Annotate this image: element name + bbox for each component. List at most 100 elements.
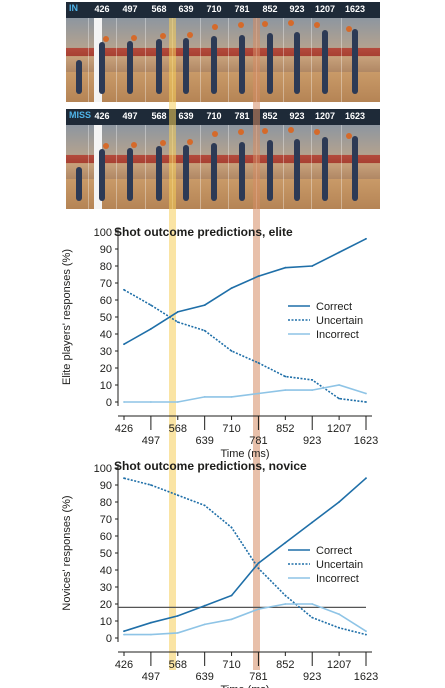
data-point-correct [365,237,367,240]
frame-time-781: 781 [234,111,250,121]
y-tick-label: 70 [100,278,112,290]
data-point-correct [311,265,314,267]
data-point-incorrect [176,401,179,403]
data-point-incorrect [338,384,341,386]
player-figure [99,149,105,201]
data-point-correct [311,521,314,524]
y-tick-label: 60 [100,295,112,307]
player-figure [294,138,300,201]
frame-time-923: 923 [289,111,305,121]
player-figure [239,141,245,201]
player-figure [267,140,273,201]
data-point-uncertain [123,288,125,291]
x-tick-label: 710 [222,423,240,435]
x-tick-label: 923 [303,671,321,683]
frame-time-639: 639 [178,111,194,121]
player-figure [127,40,133,94]
player-figure [76,167,82,201]
elite-chart: 0 10 20 30 40 50 60 70 80 90 100 426 497 568 639 710 781… [61,225,378,460]
data-point-incorrect [257,608,260,610]
basketball [346,26,352,32]
data-point-incorrect [311,389,314,391]
data-point-uncertain [203,504,206,507]
data-point-incorrect [149,401,152,403]
player-figure [294,31,300,94]
x-tick-label: 639 [195,671,213,683]
basketball [212,24,218,30]
y-axis-label: Novices' responses (%) [61,495,73,610]
x-tick-label: 852 [276,659,294,671]
data-point-correct [123,630,125,633]
player-figure [183,144,189,201]
y-tick-label: 100 [94,227,112,239]
legend-label-uncertain: Uncertain [316,315,363,327]
player-figure [183,37,189,94]
chart-title: Shot outcome predictions, novice [114,459,307,473]
data-point-correct [230,287,233,289]
frame-time-852: 852 [262,4,278,14]
data-point-incorrect [203,396,206,398]
basketball [262,21,268,27]
data-point-uncertain [338,397,341,400]
data-point-uncertain [123,477,125,480]
strip-header-bar: MISS 426 497 568 639 710 781 852 923 1207 1623 [66,109,380,125]
player-figure [239,34,245,94]
y-tick-label: 40 [100,565,112,577]
data-point-uncertain [365,401,367,403]
frame-time-710: 710 [206,111,222,121]
frame-time-852: 852 [262,111,278,121]
data-point-correct [257,562,260,565]
y-tick-label: 80 [100,497,112,509]
legend-label-correct: Correct [316,545,352,557]
data-point-correct [203,604,206,607]
frame-time-1207: 1207 [314,4,336,14]
y-tick-label: 60 [100,531,112,543]
x-tick-label: 1623 [354,435,378,447]
data-point-incorrect [257,392,260,395]
frame-separator [341,18,342,102]
y-tick-label: 40 [100,329,112,341]
x-tick-label: 426 [115,659,133,671]
player-figure [267,33,273,94]
y-tick-label: 70 [100,514,112,526]
data-point-incorrect [338,613,341,616]
frame-separator [311,18,312,102]
data-point-incorrect [230,396,233,398]
y-tick-label: 10 [100,616,112,628]
data-point-correct [284,541,287,544]
frame-separator [283,18,284,102]
basketball [288,127,294,133]
data-point-uncertain [149,484,152,486]
data-point-incorrect [176,632,179,634]
frame-time-497: 497 [122,111,138,121]
basketball [262,128,268,134]
basketball [187,31,193,38]
player-figure [211,36,217,94]
basketball [131,34,137,41]
series-line-uncertain [123,289,367,403]
player-figure [99,42,105,94]
y-tick-label: 90 [100,480,112,492]
data-point-uncertain [284,375,287,378]
film-strip-in: IN 426 497 568 639 710 781 852 923 1207 1623 [66,2,380,102]
frame-time-568: 568 [151,111,167,121]
data-point-uncertain [257,567,260,570]
data-point-uncertain [338,626,341,629]
frame-time-923: 923 [289,4,305,14]
frame-time-497: 497 [122,4,138,14]
basketball [212,131,218,137]
legend-label-incorrect: Incorrect [316,329,359,341]
frame-time-1623: 1623 [344,111,366,121]
series-line-uncertain [123,477,367,636]
player-figure [156,146,162,201]
data-point-incorrect [284,389,287,391]
data-point-incorrect [123,401,125,403]
court-floor [66,179,380,209]
y-tick-label: 100 [94,463,112,475]
frame-separator [283,125,284,209]
data-point-correct [176,615,179,617]
data-point-incorrect [230,618,233,621]
series-line-correct [123,477,367,632]
x-tick-label: 497 [142,435,160,447]
y-tick-label: 50 [100,548,112,560]
